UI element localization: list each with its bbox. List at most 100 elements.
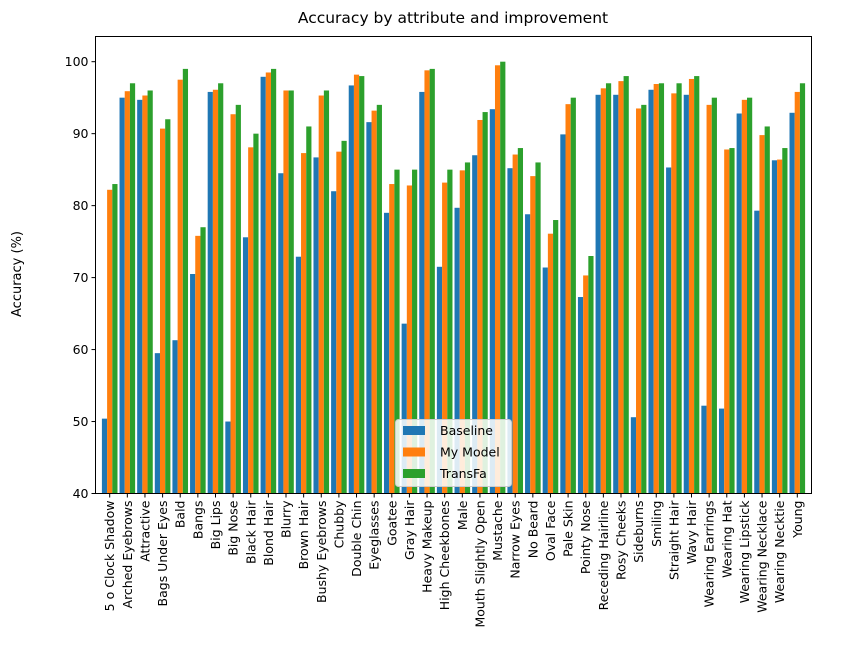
bar-my-model-34 — [706, 104, 712, 494]
bar-transfa-32 — [676, 83, 682, 494]
legend-swatch — [403, 469, 425, 478]
bar-baseline-16 — [383, 212, 390, 494]
bar-my-model-27 — [583, 275, 589, 494]
bar-my-model-1 — [124, 91, 130, 494]
bar-transfa-25 — [553, 220, 559, 494]
x-tick-label: Bald — [173, 501, 188, 529]
bar-my-model-4 — [177, 79, 183, 494]
x-tick-label: Blond Hair — [261, 500, 276, 566]
x-tick-label: Heavy Makeup — [420, 500, 435, 592]
bar-transfa-14 — [359, 76, 365, 494]
bar-my-model-32 — [671, 93, 677, 494]
x-tick-label: Double Chin — [349, 501, 364, 577]
bar-transfa-13 — [341, 140, 347, 494]
legend-label: My Model — [440, 445, 500, 460]
bar-baseline-20 — [454, 207, 460, 494]
x-tick-label: Big Lips — [208, 501, 223, 550]
bar-my-model-14 — [353, 74, 360, 494]
x-tick-label: High Cheekbones — [437, 501, 452, 611]
bar-my-model-23 — [512, 154, 518, 494]
bar-transfa-31 — [658, 83, 665, 494]
x-tick-label: Male — [455, 500, 470, 530]
bar-my-model-25 — [547, 233, 554, 494]
bar-my-model-16 — [389, 184, 395, 494]
bar-baseline-35 — [718, 408, 725, 494]
bar-baseline-9 — [260, 76, 266, 494]
bar-my-model-20 — [459, 170, 465, 494]
bar-baseline-23 — [507, 168, 513, 494]
bar-baseline-5 — [190, 274, 196, 494]
bar-baseline-33 — [683, 94, 689, 494]
bar-baseline-8 — [242, 237, 249, 494]
bar-my-model-29 — [618, 81, 624, 494]
bar-transfa-34 — [711, 97, 717, 494]
bar-transfa-2 — [147, 90, 153, 494]
bar-transfa-12 — [323, 90, 330, 494]
bar-my-model-33 — [688, 78, 695, 494]
bar-transfa-5 — [200, 227, 206, 494]
bar-baseline-13 — [331, 191, 337, 494]
bar-baseline-32 — [666, 167, 672, 494]
x-tick-label: Bushy Eyebrows — [314, 501, 329, 603]
bar-my-model-0 — [107, 189, 113, 494]
x-tick-label: Goatee — [384, 500, 399, 546]
x-tick-label: Attractive — [137, 500, 152, 562]
bar-my-model-31 — [653, 84, 659, 494]
x-tick-label: Chubby — [331, 500, 346, 548]
y-tick-label: 50 — [73, 414, 89, 429]
x-tick-label: Pale Skin — [561, 501, 576, 557]
bar-transfa-30 — [641, 104, 647, 494]
bar-baseline-36 — [736, 113, 742, 494]
bar-my-model-28 — [600, 88, 606, 494]
bar-baseline-19 — [436, 266, 443, 494]
bar-transfa-8 — [253, 133, 259, 494]
bar-baseline-31 — [648, 89, 654, 494]
bar-transfa-27 — [588, 256, 594, 494]
y-tick-label: 40 — [73, 486, 89, 501]
bar-baseline-17 — [401, 323, 407, 494]
bar-baseline-27 — [577, 297, 584, 494]
bar-transfa-9 — [270, 68, 277, 494]
bar-my-model-36 — [741, 99, 748, 494]
bar-baseline-39 — [789, 112, 795, 494]
x-tick-label: Bags Under Eyes — [155, 501, 170, 607]
x-tick-label: Wearing Earrings — [702, 501, 717, 608]
bar-my-model-5 — [195, 235, 201, 494]
bar-baseline-10 — [278, 173, 284, 494]
bar-transfa-28 — [605, 83, 612, 494]
bar-baseline-24 — [525, 214, 531, 494]
bar-baseline-2 — [137, 99, 143, 494]
bar-transfa-38 — [782, 148, 788, 494]
bar-transfa-18 — [429, 68, 435, 494]
x-tick-label: Arched Eyebrows — [120, 501, 135, 609]
bar-transfa-21 — [482, 112, 488, 494]
bar-baseline-29 — [613, 94, 619, 494]
x-tick-label: Straight Hair — [666, 500, 681, 580]
bar-my-model-30 — [636, 108, 642, 494]
bar-my-model-39 — [794, 91, 800, 494]
bar-baseline-18 — [419, 91, 425, 494]
bar-baseline-7 — [225, 421, 231, 494]
y-axis-ticks: 40 50 60 70 80 90 100 — [65, 54, 96, 501]
plot-frame — [95, 36, 812, 494]
x-tick-label: Eyeglasses — [367, 501, 382, 570]
x-tick-label: Young — [790, 501, 805, 539]
bar-baseline-12 — [313, 157, 319, 494]
x-tick-label: Wearing Necklace — [755, 500, 770, 613]
y-tick-label: 80 — [73, 198, 89, 213]
bar-transfa-17 — [412, 169, 418, 494]
x-tick-label: Wearing Lipstick — [737, 500, 752, 604]
bar-my-model-17 — [406, 185, 413, 494]
x-axis-ticks: 5 o Clock Shadow Arched Eyebrows Attractiv… — [102, 493, 805, 628]
chart-title: Accuracy by attribute and improvement — [298, 9, 608, 27]
x-tick-label: Black Hair — [243, 500, 258, 564]
bar-transfa-10 — [288, 90, 294, 494]
bar-transfa-22 — [500, 61, 506, 494]
bar-baseline-14 — [348, 85, 354, 494]
x-tick-label: Brown Hair — [296, 500, 311, 570]
bar-baseline-15 — [366, 122, 372, 494]
bar-my-model-12 — [318, 95, 324, 494]
bar-my-model-37 — [759, 135, 765, 494]
bar-my-model-13 — [336, 151, 342, 494]
